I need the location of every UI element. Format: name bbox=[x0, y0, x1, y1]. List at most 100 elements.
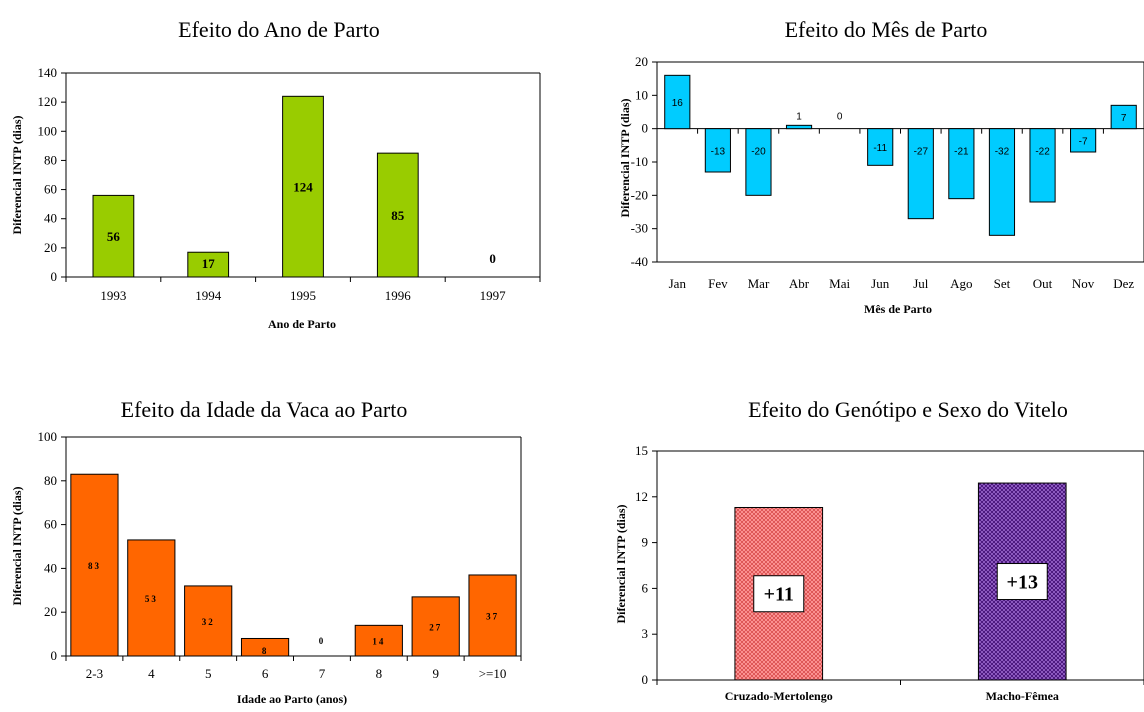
y-tick-label: 0 bbox=[51, 269, 58, 284]
x-tick-label: >=10 bbox=[479, 666, 507, 681]
data-label: 0 bbox=[319, 636, 326, 646]
data-label: 0 bbox=[489, 251, 496, 266]
bar bbox=[127, 539, 176, 657]
x-tick-label: Jan bbox=[669, 276, 687, 291]
bar bbox=[988, 128, 1016, 236]
x-tick-label: Set bbox=[994, 276, 1011, 291]
x-tick-label: Cruzado-Mertolengo bbox=[725, 689, 833, 703]
bar bbox=[70, 473, 119, 657]
bar bbox=[867, 128, 894, 166]
data-label: 53 bbox=[145, 594, 158, 604]
bar bbox=[1110, 104, 1137, 130]
y-tick-label: 140 bbox=[38, 65, 58, 80]
x-axis-title: Mês de Parto bbox=[864, 302, 932, 316]
y-tick-label: 0 bbox=[642, 121, 649, 136]
x-tick-label: 1995 bbox=[290, 288, 316, 303]
y-tick-label: -40 bbox=[631, 254, 648, 269]
y-tick-label: -30 bbox=[631, 221, 648, 236]
y-tick-label: 6 bbox=[642, 580, 649, 595]
x-tick-label: 1996 bbox=[385, 288, 412, 303]
data-label: +13 bbox=[1007, 572, 1038, 594]
x-tick-label: Mar bbox=[748, 276, 770, 291]
x-tick-label: Fev bbox=[708, 276, 728, 291]
data-label: -11 bbox=[873, 143, 887, 154]
bar bbox=[468, 574, 517, 657]
bar bbox=[92, 194, 135, 278]
bar bbox=[1029, 128, 1056, 203]
y-tick-label: 40 bbox=[44, 211, 57, 226]
plot-frame bbox=[656, 450, 1144, 681]
chart-genotipo-sexo: Efeito do Genótipo e Sexo do Vitelo Dife… bbox=[614, 397, 1144, 703]
x-tick-label: 7 bbox=[319, 666, 326, 681]
x-tick-label: Out bbox=[1033, 276, 1053, 291]
x-tick-label: 1997 bbox=[480, 288, 507, 303]
bar bbox=[376, 152, 419, 278]
x-tick-label: 8 bbox=[376, 666, 383, 681]
data-label: -7 bbox=[1079, 136, 1088, 147]
y-tick-label: 20 bbox=[44, 240, 57, 255]
bar bbox=[907, 128, 934, 220]
x-axis-title: Ano de Parto bbox=[268, 317, 336, 331]
x-tick-label: 2-3 bbox=[86, 666, 103, 681]
y-tick-label: 15 bbox=[635, 443, 648, 458]
y-tick-label: 9 bbox=[642, 535, 649, 550]
y-tick-label: 3 bbox=[642, 626, 649, 641]
x-tick-label: Jun bbox=[871, 276, 890, 291]
x-tick-label: Abr bbox=[789, 276, 810, 291]
y-tick-label: 60 bbox=[44, 517, 57, 532]
y-tick-label: -10 bbox=[631, 154, 648, 169]
chart-title: Efeito do Ano de Parto bbox=[178, 17, 380, 42]
data-label-box bbox=[753, 575, 805, 613]
data-label: 17 bbox=[202, 256, 216, 271]
data-label: 7 bbox=[1121, 113, 1127, 124]
y-tick-label: 80 bbox=[44, 473, 57, 488]
y-axis-title: Diferencial INTP (dias) bbox=[614, 504, 628, 623]
bar bbox=[1070, 128, 1097, 153]
bar bbox=[354, 624, 403, 657]
y-tick-label: 120 bbox=[38, 94, 58, 109]
y-tick-label: 20 bbox=[44, 604, 57, 619]
data-label: -20 bbox=[751, 147, 766, 158]
bar bbox=[411, 596, 460, 657]
chart-ano-parto: Efeito do Ano de Parto Diferencial INTP … bbox=[10, 17, 541, 331]
data-label: -21 bbox=[954, 147, 969, 158]
data-label: 27 bbox=[429, 622, 442, 632]
data-label: 0 bbox=[837, 112, 843, 123]
y-tick-label: 100 bbox=[38, 429, 58, 444]
x-tick-label: Mai bbox=[829, 276, 850, 291]
data-label: 8 bbox=[262, 646, 269, 656]
chart-title: Efeito do Genótipo e Sexo do Vitelo bbox=[748, 397, 1068, 422]
data-label: 83 bbox=[88, 561, 101, 571]
x-tick-label: Dez bbox=[1113, 276, 1134, 291]
x-tick-label: 9 bbox=[432, 666, 439, 681]
bar bbox=[785, 124, 813, 130]
x-tick-label: Nov bbox=[1072, 276, 1095, 291]
data-label: 1 bbox=[796, 112, 802, 123]
bar bbox=[745, 128, 772, 196]
data-label: +11 bbox=[764, 584, 794, 606]
data-label: 32 bbox=[202, 617, 215, 627]
data-label-box bbox=[996, 563, 1048, 601]
x-tick-label: 1994 bbox=[195, 288, 222, 303]
data-label: -27 bbox=[914, 147, 929, 158]
bar bbox=[664, 74, 691, 130]
y-tick-label: 20 bbox=[635, 54, 648, 69]
bar bbox=[282, 95, 324, 278]
chart-title: Efeito da Idade da Vaca ao Parto bbox=[121, 397, 408, 422]
data-label: -13 bbox=[711, 146, 726, 157]
y-tick-label: 100 bbox=[38, 123, 58, 138]
y-tick-label: 10 bbox=[635, 87, 648, 102]
y-tick-label: -20 bbox=[631, 187, 648, 202]
bar bbox=[240, 637, 290, 657]
data-label: 56 bbox=[107, 229, 121, 244]
data-label: 85 bbox=[391, 208, 405, 223]
y-tick-label: 0 bbox=[51, 648, 58, 663]
y-axis-title: Diferencial INTP (dias) bbox=[10, 115, 24, 234]
x-axis-title: Idade ao Parto (anos) bbox=[237, 692, 347, 706]
y-tick-label: 40 bbox=[44, 560, 57, 575]
data-label: 16 bbox=[672, 98, 684, 109]
bar bbox=[187, 251, 230, 278]
y-tick-label: 12 bbox=[635, 489, 648, 504]
